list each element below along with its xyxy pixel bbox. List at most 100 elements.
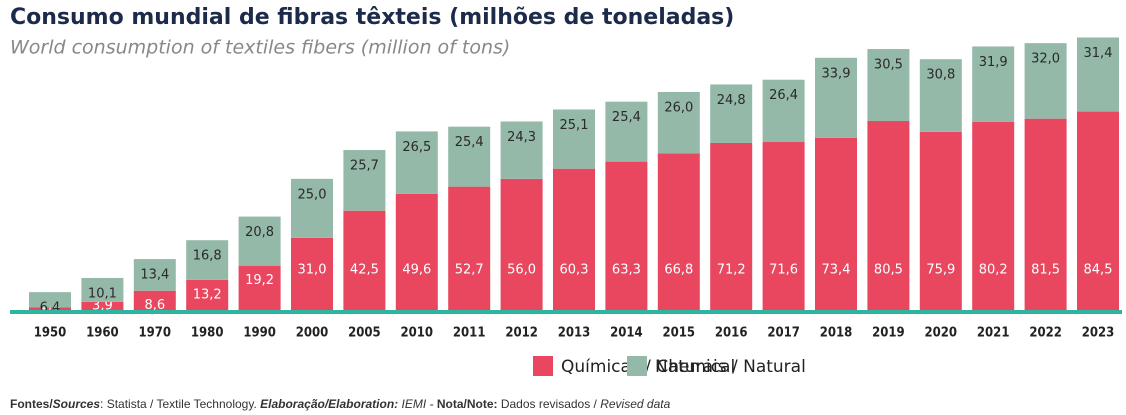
bar-segment [762, 79, 805, 143]
value-label: 25,0 [298, 187, 327, 202]
x-tick-label: 2023 [1082, 326, 1115, 341]
bar-segment [815, 57, 857, 138]
bar-segment [343, 150, 386, 211]
value-label: 13,2 [193, 287, 222, 302]
bar-segment [919, 131, 962, 311]
bar-segment [553, 168, 595, 311]
value-label: 24,3 [507, 130, 536, 145]
value-label: 10,1 [88, 286, 117, 301]
bar-segment [291, 178, 333, 238]
x-tick-label: 2017 [767, 326, 800, 341]
bar-segment [605, 101, 648, 162]
value-label: 73,4 [822, 263, 851, 278]
x-tick-label: 2016 [715, 326, 748, 341]
footer-part: Sources [53, 397, 101, 411]
x-tick-label: 2022 [1029, 326, 1062, 341]
x-tick-label: 1950 [34, 326, 67, 341]
x-tick-label: 1960 [86, 326, 119, 341]
bar-segment [972, 46, 1015, 122]
value-label: 66,8 [664, 263, 693, 278]
value-label: 49,6 [402, 263, 431, 278]
bar-segment [343, 210, 386, 311]
bar-segment [710, 142, 753, 311]
value-label: 56,0 [507, 263, 536, 278]
legend-swatch [627, 356, 647, 376]
x-tick-label: 1970 [139, 326, 172, 341]
footer-part: Elaboração/Elaboration: [260, 397, 398, 411]
bar-segment [605, 161, 648, 311]
value-label: 25,7 [350, 159, 379, 174]
bar-segment [238, 265, 281, 311]
value-label: 26,0 [664, 100, 693, 115]
value-label: 75,9 [926, 263, 955, 278]
chart-subtitle: World consumption of textiles fibers (mi… [10, 37, 510, 59]
bar-segment [238, 216, 281, 266]
chart-title: Consumo mundial de fibras têxteis (milhõ… [10, 5, 734, 30]
x-tick-label: 2005 [348, 326, 381, 341]
legend-label: Naturais / Natural [655, 357, 806, 377]
bar-segment [500, 178, 543, 311]
bar-segment [710, 84, 753, 143]
value-label: 19,2 [245, 273, 274, 288]
value-label: 31,0 [298, 263, 327, 278]
bar-segment [972, 121, 1015, 311]
value-label: 20,8 [245, 225, 274, 240]
value-label: 31,4 [1084, 46, 1113, 61]
bar-segment [448, 186, 491, 311]
value-label: 52,7 [455, 263, 484, 278]
value-label: 42,5 [350, 263, 379, 278]
value-label: 25,1 [560, 118, 589, 133]
x-tick-label: 2018 [820, 326, 853, 341]
bar-segment [448, 126, 491, 187]
x-tick-label: 1980 [191, 326, 224, 341]
bar-segment [867, 121, 910, 312]
x-tick-label: 2010 [401, 326, 434, 341]
x-tick-label: 2019 [872, 326, 905, 341]
bar-segment [186, 240, 229, 280]
footer-part: IEMI - [398, 397, 437, 411]
footer-part: Revised data [600, 397, 670, 411]
bar-segment [81, 301, 124, 311]
value-label: 31,9 [979, 55, 1008, 70]
bar-segment [1077, 37, 1119, 112]
bar-segment [867, 49, 910, 122]
legend-swatch [533, 356, 553, 376]
x-tick-label: 2013 [558, 326, 591, 341]
value-label: 26,4 [769, 88, 798, 103]
value-label: 80,5 [874, 263, 903, 278]
value-label: 32,0 [1031, 52, 1060, 67]
x-tick-label: 2014 [610, 326, 643, 341]
value-label: 13,4 [140, 268, 169, 283]
value-label: 63,3 [612, 263, 641, 278]
value-label: 71,2 [717, 263, 746, 278]
bar-segment [133, 259, 176, 291]
x-tick-label: 2020 [925, 326, 958, 341]
bar-segment [657, 153, 700, 311]
x-tick-label: 2011 [453, 326, 486, 341]
bar-segment [815, 137, 857, 311]
footer-part: : Statista / Textile Technology. [100, 397, 260, 411]
bar-segment [553, 109, 595, 169]
bar-segment [1077, 111, 1119, 311]
x-tick-label: 2000 [296, 326, 329, 341]
legend-label: Químicas / Chemical [561, 357, 735, 377]
bar-segment [29, 307, 71, 311]
bar-segment [29, 292, 71, 308]
value-label: 8,6 [144, 298, 165, 313]
footer: Fontes/Sources: Statista / Textile Techn… [10, 397, 671, 411]
footer-part: Nota/Note: [437, 397, 498, 411]
value-label: 16,8 [193, 249, 222, 264]
value-label: 71,6 [769, 263, 798, 278]
bar-segment [500, 121, 543, 179]
bar-segment [1024, 43, 1067, 119]
footer-part: Fontes/ [10, 397, 53, 411]
value-label: 24,8 [717, 93, 746, 108]
bar-segment [395, 193, 438, 311]
value-label: 25,4 [612, 110, 641, 125]
value-label: 30,5 [874, 58, 903, 73]
bar-segment [186, 279, 229, 311]
bar-segment [133, 290, 176, 311]
bar-segment [762, 142, 805, 311]
bar-segment [919, 59, 962, 132]
